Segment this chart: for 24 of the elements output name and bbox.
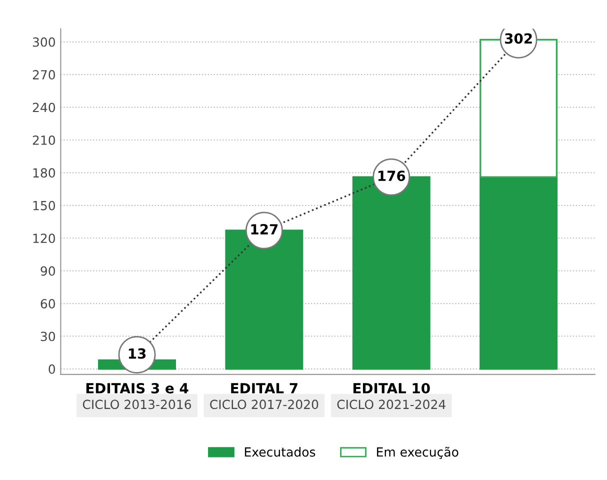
legend-label: Executados bbox=[244, 447, 316, 457]
y-tick-label: 300 bbox=[32, 37, 56, 47]
y-tick-label: 120 bbox=[33, 234, 56, 244]
y-tick-label: 270 bbox=[32, 70, 56, 80]
text: CICLO 2013-2016 bbox=[82, 400, 192, 410]
x-tick-label: EDITAL 10 bbox=[353, 382, 430, 394]
y-tick-label: 210 bbox=[32, 135, 56, 145]
data-label: 302 bbox=[504, 33, 532, 44]
text: CICLO 2021-2024 bbox=[337, 400, 446, 410]
y-tick-label: 90 bbox=[40, 266, 56, 276]
x-tick-label: EDITAL 7 bbox=[231, 383, 298, 394]
data-label: 176 bbox=[378, 170, 406, 182]
y-tick-label: 150 bbox=[33, 200, 56, 210]
data-label: 127 bbox=[251, 224, 278, 234]
y-tick-label: 30 bbox=[40, 332, 56, 342]
x-tick-label: EDITAIS 3 e 4 bbox=[86, 382, 188, 394]
data-label: 13 bbox=[128, 348, 146, 359]
bar bbox=[480, 176, 558, 370]
y-tick-label: 180 bbox=[33, 168, 56, 178]
y-tick-label: 240 bbox=[32, 102, 56, 112]
text: CICLO 2017-2020 bbox=[210, 400, 318, 410]
y-tick-label: 0 bbox=[48, 364, 56, 374]
y-tick-label: 60 bbox=[40, 299, 56, 308]
legend-label: Em execução bbox=[377, 446, 458, 459]
